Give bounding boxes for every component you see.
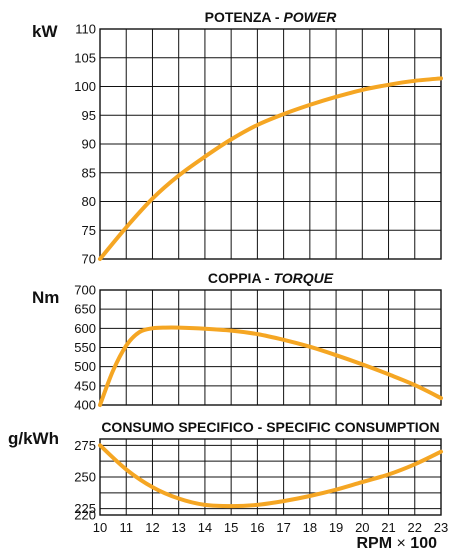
torque-y-tick-label: 700 — [74, 283, 96, 298]
x-tick-label: 14 — [198, 520, 212, 535]
consumption-y-tick-label: 275 — [74, 438, 96, 453]
x-axis-label-scale: 100 — [410, 535, 437, 552]
x-axis-label: RPM × 100 — [356, 535, 437, 552]
torque-y-tick-label: 400 — [74, 398, 96, 413]
power-y-tick-label: 80 — [82, 194, 96, 209]
torque-y-tick-label: 550 — [74, 340, 96, 355]
consumption-title-text: CONSUMO SPECIFICO - SPECIFIC CONSUMPTION — [101, 419, 439, 435]
torque-y-tick-label: 450 — [74, 378, 96, 393]
torque-y-tick-label: 600 — [74, 321, 96, 336]
power-y-tick-label: 90 — [82, 137, 96, 152]
x-tick-label: 23 — [434, 520, 448, 535]
x-tick-label: 10 — [93, 520, 107, 535]
x-axis-label-times: × — [397, 535, 406, 552]
x-tick-label: 18 — [303, 520, 317, 535]
x-tick-label: 11 — [119, 520, 133, 535]
power-y-tick-label: 105 — [74, 50, 96, 65]
x-tick-label: 12 — [145, 520, 159, 535]
consumption-series-line — [98, 443, 443, 509]
torque-frame — [99, 289, 442, 406]
x-tick-label: 17 — [276, 520, 290, 535]
power-y-tick-label: 100 — [74, 79, 96, 94]
power-panel: 70 75 80 85 90 95 100 105 110 kW POTENZA - POWER — [32, 9, 443, 267]
x-tick-label: 21 — [381, 520, 395, 535]
x-tick-labels: 10 11 12 13 14 15 16 17 18 19 20 21 22 23 — [93, 520, 448, 535]
x-tick-label: 16 — [250, 520, 264, 535]
power-y-tick-label: 110 — [75, 22, 96, 37]
torque-title-italic: TORQUE — [273, 270, 333, 286]
torque-unit-label: Nm — [32, 288, 59, 307]
x-tick-label: 15 — [224, 520, 238, 535]
power-title-text: POTENZA - — [205, 9, 284, 25]
torque-title-text: COPPIA - — [208, 270, 274, 286]
power-y-tick-label: 85 — [82, 165, 96, 180]
consumption-title: CONSUMO SPECIFICO - SPECIFIC CONSUMPTION — [101, 419, 439, 435]
power-series-line — [98, 76, 443, 261]
power-y-tick-label: 75 — [82, 223, 96, 238]
torque-panel: 400 450 500 550 600 650 700 Nm COPPIA - TORQUE — [32, 270, 443, 413]
x-tick-label: 13 — [171, 520, 185, 535]
power-frame — [99, 28, 442, 260]
torque-y-tick-label: 650 — [74, 302, 96, 317]
power-y-tick-label: 70 — [82, 252, 96, 267]
consumption-y-tick-label: 250 — [74, 470, 96, 485]
x-tick-label: 20 — [355, 520, 369, 535]
consumption-unit-label: g/kWh — [8, 429, 59, 448]
consumption-y-tick-label: 225 — [74, 501, 96, 516]
consumption-y-tick-label: 220 — [74, 508, 96, 523]
consumption-frame — [99, 438, 442, 516]
power-y-tick-label: 95 — [82, 108, 96, 123]
torque-y-tick-label: 500 — [74, 359, 96, 374]
power-unit-label: kW — [32, 22, 58, 41]
x-tick-label: 22 — [408, 520, 422, 535]
torque-series-line — [98, 325, 443, 407]
power-title: POTENZA - POWER — [205, 9, 338, 25]
torque-title: COPPIA - TORQUE — [208, 270, 334, 286]
x-tick-label: 19 — [329, 520, 343, 535]
x-axis-label-unit: RPM — [356, 535, 392, 552]
power-title-italic: POWER — [283, 9, 337, 25]
